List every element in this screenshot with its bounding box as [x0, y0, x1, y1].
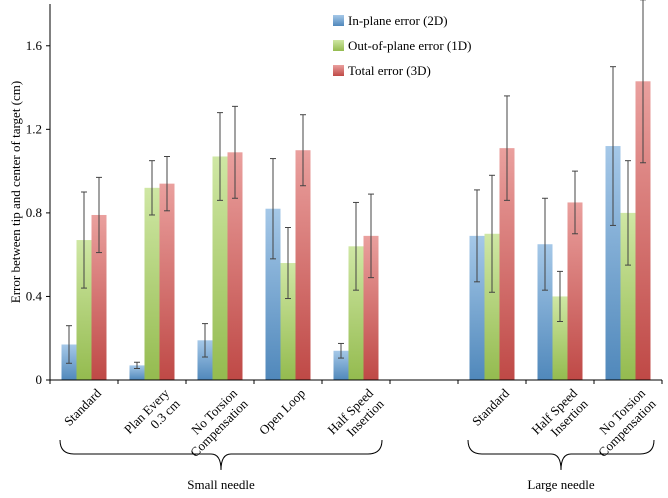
- bar: [197, 340, 213, 380]
- bar: [280, 263, 296, 380]
- x-tick-label: Standard: [61, 385, 105, 429]
- x-tick-label: Plan Every0.3 cm: [121, 385, 183, 447]
- x-tick-label: No TorsionCompensation: [176, 385, 251, 460]
- legend-label: Total error (3D): [348, 63, 431, 78]
- plot-area: [61, 0, 651, 381]
- y-axis-title: Error between tip and center of target (…: [8, 81, 23, 303]
- bar: [484, 233, 500, 380]
- bar: [567, 202, 583, 380]
- group-label: Large needle: [527, 477, 594, 492]
- x-tick-label: Half SpeedInsertion: [324, 385, 387, 448]
- bar: [91, 214, 107, 380]
- bar: [295, 150, 311, 380]
- bar: [265, 208, 281, 380]
- bar: [76, 240, 92, 380]
- bar: [129, 365, 145, 380]
- bar: [552, 296, 568, 380]
- legend: In-plane error (2D) Out-of-plane error (1…: [327, 9, 507, 85]
- bar: [363, 235, 379, 380]
- group-brace: [467, 439, 655, 471]
- bar: [159, 183, 175, 380]
- group-label: Small needle: [187, 477, 255, 492]
- group-brace: [59, 439, 383, 471]
- legend-swatch: [333, 65, 344, 76]
- bar: [605, 146, 621, 380]
- bar: [537, 244, 553, 380]
- bar: [348, 246, 364, 380]
- y-tick-label: 0: [36, 372, 43, 387]
- bar: [333, 350, 349, 380]
- legend-swatch: [333, 40, 344, 51]
- series-1: [76, 112, 636, 380]
- series-2: [91, 0, 651, 381]
- x-axis: Standard Plan Every0.3 cm No TorsionCompen…: [49, 379, 663, 460]
- x-tick-label: Open Loop: [256, 386, 308, 438]
- bar: [499, 148, 515, 380]
- x-tick-label: No TorsionCompensation: [584, 385, 659, 460]
- bar: [227, 152, 243, 380]
- x-tick-label: Standard: [469, 385, 513, 429]
- legend-swatch: [333, 15, 344, 26]
- bar: [212, 156, 228, 380]
- bar: [144, 187, 160, 380]
- legend-label: Out-of-plane error (1D): [348, 38, 471, 53]
- bar: [635, 81, 651, 381]
- y-tick-label: 0.4: [26, 288, 43, 303]
- y-tick-label: 1.2: [26, 121, 42, 136]
- bar: [620, 212, 636, 380]
- legend-box: [327, 9, 507, 85]
- x-tick-label: Half SpeedInsertion: [528, 385, 591, 448]
- y-tick-label: 1.6: [26, 38, 43, 53]
- series-0: [61, 66, 621, 380]
- y-tick-label: 0.8: [26, 205, 42, 220]
- y-axis: 0 0.4 0.8 1.2 1.6: [26, 4, 51, 387]
- group-braces: Small needle Large needle: [59, 439, 655, 492]
- legend-label: In-plane error (2D): [348, 13, 448, 28]
- bar: [469, 235, 485, 380]
